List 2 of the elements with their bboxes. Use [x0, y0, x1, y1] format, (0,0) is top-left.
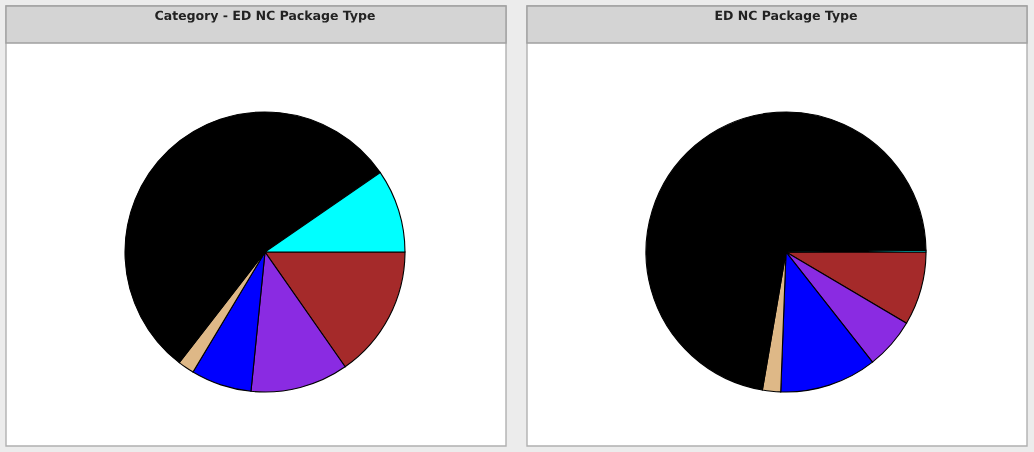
chart-title: Category - ED NC Package Type: [155, 10, 375, 23]
chart-title: ED NC Package Type: [715, 10, 857, 23]
